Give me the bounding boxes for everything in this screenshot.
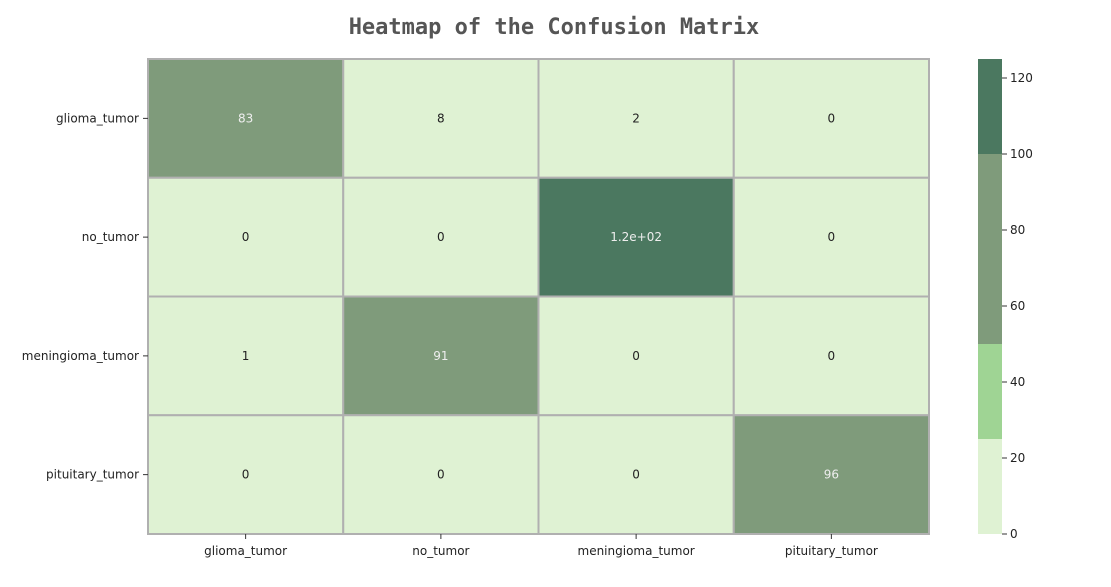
- row-tick-labels: glioma_tumor no_tumor meningioma_tumorpitu…: [22, 111, 148, 482]
- colorbar-tick-label: 60: [1010, 299, 1025, 313]
- colorbar-segment: [978, 439, 1002, 534]
- x-tick-label: no_tumor: [412, 544, 469, 558]
- y-tick-label: no_tumor: [82, 230, 139, 244]
- cell-value-label: 0: [437, 468, 445, 482]
- heatmap-cell: [342, 176, 540, 298]
- x-tick-label: meningioma_tumor: [578, 544, 695, 558]
- colorbar-tick-label: 80: [1010, 223, 1025, 237]
- cell-value-label: 8: [437, 111, 445, 125]
- cell-value-label: 0: [828, 230, 836, 244]
- y-tick-label: glioma_tumor: [56, 111, 139, 125]
- heatmap-cell: [342, 414, 540, 535]
- colorbar-segment: [978, 344, 1002, 439]
- heatmap-cell: [537, 58, 735, 179]
- heatmap-cell: [342, 58, 540, 179]
- cell-value-label: 2: [632, 111, 640, 125]
- colorbar: 0 20 40 60 80 100 120: [978, 59, 1033, 541]
- heatmap-cells: 83 8 2 0 0 0 1.2e+02 0 1 91 0 0 0 0 0 96: [147, 58, 930, 535]
- heatmap-cell: [732, 295, 930, 417]
- cell-value-label: 96: [824, 468, 839, 482]
- colorbar-segment: [978, 249, 1002, 344]
- cell-value-label: 0: [828, 111, 836, 125]
- heatmap-cell: [147, 58, 345, 179]
- colorbar-tick-label: 0: [1010, 527, 1018, 541]
- heatmap-cell: [732, 414, 930, 535]
- y-tick-label: pituitary_tumor: [46, 468, 139, 482]
- cell-value-label: 1: [242, 349, 250, 363]
- colorbar-segment: [978, 154, 1002, 249]
- cell-value-label: 0: [828, 349, 836, 363]
- colorbar-tick-label: 20: [1010, 451, 1025, 465]
- heatmap-cell: [732, 58, 930, 179]
- cell-value-label: 0: [437, 230, 445, 244]
- colorbar-segment: [978, 59, 1002, 154]
- cell-value-label: 91: [433, 349, 448, 363]
- cell-value-label: 0: [242, 230, 250, 244]
- heatmap-cell: [147, 414, 345, 535]
- colorbar-tick-label: 100: [1010, 147, 1033, 161]
- cell-value-label: 0: [632, 349, 640, 363]
- colorbar-tick-label: 120: [1010, 71, 1033, 85]
- heatmap-cell: [732, 176, 930, 298]
- x-tick-label: glioma_tumor: [204, 544, 287, 558]
- heatmap-cell: [147, 176, 345, 298]
- heatmap-cell: [342, 295, 540, 417]
- cell-value-label: 0: [632, 468, 640, 482]
- colorbar-tick-label: 40: [1010, 375, 1025, 389]
- x-tick-label: pituitary_tumor: [785, 544, 878, 558]
- cell-value-label: 0: [242, 468, 250, 482]
- column-tick-labels: glioma_tumor no_tumor meningioma_tumor pitu…: [204, 534, 878, 558]
- chart-title: Heatmap of the Confusion Matrix: [349, 15, 760, 40]
- cell-value-label: 83: [238, 111, 253, 125]
- y-tick-label: meningioma_tumor: [22, 349, 139, 363]
- cell-value-label: 1.2e+02: [610, 230, 662, 244]
